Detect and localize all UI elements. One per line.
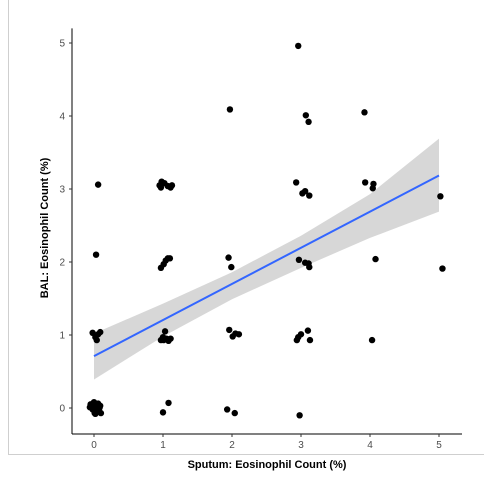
data-point [223,406,231,413]
data-point [437,193,444,200]
x-tick-label: 4 [367,440,373,451]
data-point [305,118,312,126]
data-point [94,181,102,188]
plot-frame [8,0,484,455]
data-point [306,336,314,344]
y-axis-title: BAL: Eosinophil Count (%) [39,157,51,298]
regression-line [93,174,440,358]
data-points-layer [86,42,446,419]
data-point [297,331,305,338]
data-point [167,335,174,342]
x-tick-label: 5 [436,440,442,451]
y-tick-label: 1 [59,331,65,342]
confidence-band [94,138,439,380]
data-point [368,336,376,344]
data-point [165,399,172,407]
x-tick-label: 1 [160,440,166,451]
data-point [372,255,379,263]
data-point [225,254,232,261]
data-point [91,409,98,417]
x-tick-label: 2 [229,440,235,451]
data-point [306,192,313,199]
y-tick-label: 0 [59,404,65,415]
data-point [167,184,174,191]
x-tick-label: 3 [298,440,304,451]
data-point [304,327,312,334]
data-point [161,328,169,335]
confidence-band-layer [94,138,439,380]
data-point [97,328,104,336]
axes-layer: 0 1 2 3 4 5 0 1 2 3 4 5 [59,28,462,451]
data-point [157,184,165,191]
data-point [93,336,100,344]
x-axis-title: Sputum: Eosinophil Count (%) [188,459,347,471]
data-point [439,265,446,272]
data-point [92,251,100,258]
data-point [88,404,96,412]
data-point [301,187,309,195]
y-tick-label: 2 [59,258,65,269]
data-point [159,409,167,416]
data-point [226,326,233,334]
data-point [296,412,303,419]
data-point [231,409,238,417]
data-point [228,263,235,271]
fit-line-layer [93,174,440,358]
data-point [295,256,303,264]
data-point [235,331,243,338]
data-point [361,179,369,186]
data-point [160,336,167,344]
y-tick-label: 4 [59,112,65,123]
data-point [361,109,368,116]
data-point [306,263,313,271]
data-point [226,106,234,113]
data-point [369,185,376,192]
y-tick-label: 3 [59,185,65,196]
data-point [292,179,300,186]
data-point [166,255,174,262]
data-point [302,112,310,119]
y-tick-label: 5 [59,39,65,50]
data-point [295,42,302,50]
data-point [95,401,103,409]
x-tick-label: 0 [91,440,97,451]
